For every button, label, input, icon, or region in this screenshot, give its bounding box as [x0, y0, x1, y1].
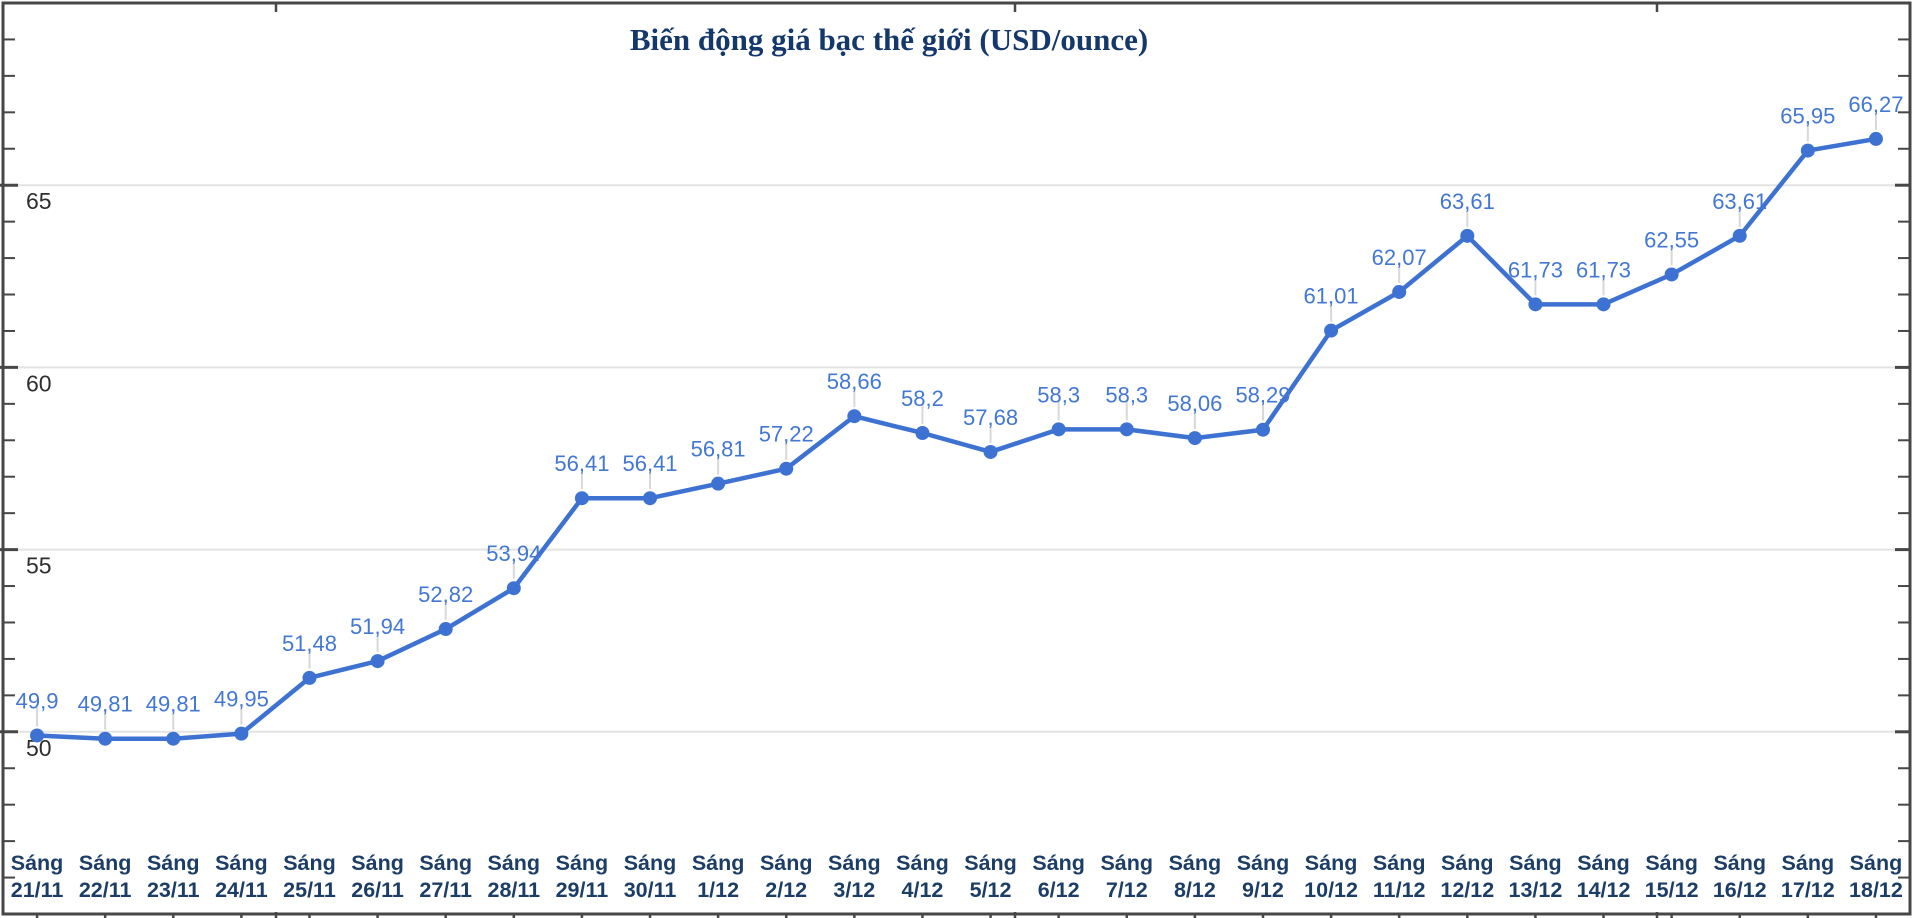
data-point-value-label: 57,22 [759, 422, 814, 447]
data-point [1392, 284, 1407, 299]
data-point [847, 409, 862, 424]
x-axis-label: Sáng 8/12 [1169, 851, 1222, 902]
x-axis-label: Sáng 18/12 [1849, 851, 1903, 902]
y-axis-label: 60 [26, 370, 52, 396]
data-point [438, 622, 453, 637]
data-point-value-label: 49,95 [214, 687, 269, 712]
data-point [1051, 422, 1066, 437]
data-point-value-label: 58,2 [901, 386, 944, 411]
data-point-value-label: 61,73 [1576, 257, 1631, 282]
data-point-value-label: 62,55 [1644, 227, 1699, 252]
x-axis-label: Sáng 5/12 [964, 851, 1017, 902]
x-axis-label: Sáng 25/11 [283, 851, 336, 902]
data-point [234, 726, 249, 741]
data-point [30, 728, 45, 743]
x-axis-label: Sáng 23/11 [147, 851, 200, 902]
x-axis-label: Sáng 13/12 [1509, 851, 1563, 902]
data-point-value-label: 65,95 [1780, 104, 1835, 129]
data-point-value-label: 58,3 [1105, 382, 1148, 407]
x-axis-label: Sáng 27/11 [419, 851, 472, 902]
x-axis-label: Sáng 12/12 [1440, 851, 1494, 902]
data-point-value-label: 62,07 [1372, 245, 1427, 270]
data-point-value-label: 56,81 [691, 437, 746, 462]
data-point [302, 670, 317, 685]
data-point-value-label: 49,81 [78, 692, 133, 717]
data-point-value-label: 56,41 [622, 451, 677, 476]
x-axis-label: Sáng 14/12 [1577, 851, 1631, 902]
data-point [506, 581, 521, 596]
data-point [370, 654, 385, 669]
data-point [779, 461, 794, 476]
x-axis-label: Sáng 1/12 [692, 851, 745, 902]
data-point [1868, 131, 1883, 146]
chart-title: Biến động giá bạc thế giới (USD/ounce) [629, 22, 1149, 57]
x-axis-label: Sáng 24/11 [215, 851, 268, 902]
x-axis-label: Sáng 29/11 [556, 851, 609, 902]
data-point-value-label: 49,9 [16, 688, 59, 713]
data-point [1732, 228, 1747, 243]
x-axis-label: Sáng 22/11 [79, 851, 132, 902]
x-axis-label: Sáng 7/12 [1100, 851, 1153, 902]
data-point-value-label: 61,73 [1508, 257, 1563, 282]
x-axis-label: Sáng 16/12 [1713, 851, 1767, 902]
data-point-value-label: 58,3 [1037, 382, 1080, 407]
data-point-value-label: 58,29 [1235, 383, 1290, 408]
data-point [1187, 431, 1202, 446]
data-point [98, 731, 113, 746]
y-axis-label: 65 [26, 188, 52, 214]
data-point [1255, 422, 1270, 437]
data-point-value-label: 61,01 [1304, 284, 1359, 309]
data-point-value-label: 49,81 [146, 692, 201, 717]
x-axis-label: Sáng 10/12 [1304, 851, 1358, 902]
x-axis-label: Sáng 28/11 [487, 851, 540, 902]
x-axis-label: Sáng 3/12 [828, 851, 881, 902]
data-point [166, 731, 181, 746]
data-point-value-label: 52,82 [418, 582, 473, 607]
price-line-series [34, 136, 1879, 741]
data-point [1528, 297, 1543, 312]
data-point [1119, 422, 1134, 437]
x-axis-label: Sáng 11/12 [1373, 851, 1426, 902]
data-point-value-label: 66,27 [1848, 92, 1903, 117]
data-point [574, 491, 589, 506]
data-point [1460, 228, 1475, 243]
x-axis-label: Sáng 4/12 [896, 851, 949, 902]
data-point [1596, 297, 1611, 312]
x-axis-label: Sáng 21/11 [11, 851, 64, 902]
data-point-value-label: 57,68 [963, 405, 1018, 430]
data-point [1324, 323, 1339, 338]
x-axis-label: Sáng 26/11 [351, 851, 404, 902]
data-point-value-label: 53,94 [486, 541, 541, 566]
x-axis-label: Sáng 17/12 [1781, 851, 1835, 902]
data-point [711, 476, 726, 491]
x-axis-label: Sáng 2/12 [760, 851, 813, 902]
x-axis-label: Sáng 6/12 [1032, 851, 1085, 902]
data-point-value-label: 56,41 [554, 451, 609, 476]
data-point [643, 491, 658, 506]
data-point [1800, 143, 1815, 158]
data-point-value-label: 51,94 [350, 614, 405, 639]
data-point [983, 444, 998, 459]
data-point [1664, 267, 1679, 282]
data-point-value-label: 58,66 [827, 369, 882, 394]
x-axis-label: Sáng 9/12 [1237, 851, 1290, 902]
y-axis-label: 55 [26, 553, 52, 579]
data-point-value-label: 63,61 [1440, 189, 1495, 214]
data-point [915, 425, 930, 440]
x-axis-label: Sáng 30/11 [624, 851, 677, 902]
data-point-value-label: 51,48 [282, 631, 337, 656]
x-axis-label: Sáng 15/12 [1645, 851, 1699, 902]
data-point-value-label: 63,61 [1712, 189, 1767, 214]
data-point-value-label: 58,06 [1167, 391, 1222, 416]
